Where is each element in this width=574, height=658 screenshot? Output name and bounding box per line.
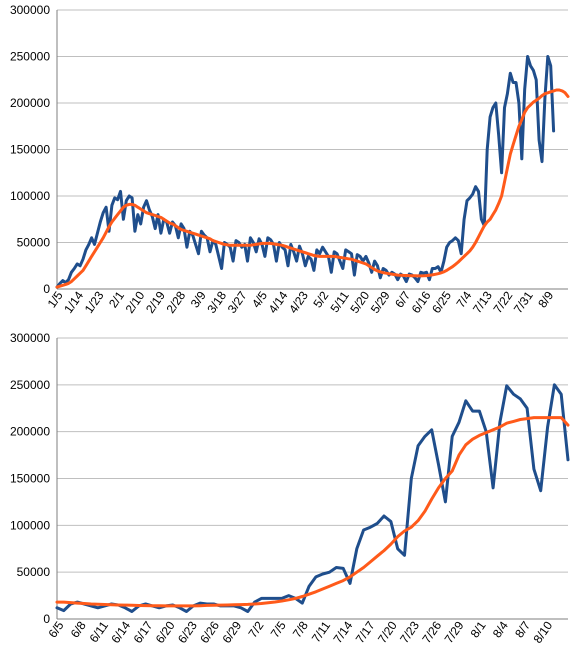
x-tick-label: 7/13 bbox=[470, 288, 495, 315]
x-tick-label: 6/26 bbox=[197, 618, 222, 645]
y-tick-label: 250000 bbox=[10, 50, 50, 64]
x-tick-label: 2/19 bbox=[143, 288, 168, 315]
x-tick-label: 1/23 bbox=[82, 288, 107, 315]
y-tick-label: 150000 bbox=[10, 143, 50, 157]
y-tick-label: 100000 bbox=[10, 189, 50, 203]
y-tick-label: 0 bbox=[43, 612, 50, 626]
x-tick-label: 1/14 bbox=[61, 288, 86, 315]
x-tick-label: 5/20 bbox=[347, 288, 372, 315]
x-tick-label: 6/17 bbox=[131, 618, 156, 645]
x-tick-label: 7/14 bbox=[331, 618, 356, 645]
x-tick-label: 5/11 bbox=[327, 288, 352, 315]
x-tick-label: 6/16 bbox=[409, 288, 434, 315]
x-tick-label: 6/23 bbox=[175, 618, 200, 645]
x-tick-label: 7/22 bbox=[490, 288, 515, 315]
top-chart: 0500001000001500002000002500003000001/51… bbox=[10, 3, 570, 316]
x-tick-label: 6/11 bbox=[87, 618, 112, 645]
x-tick-label: 4/14 bbox=[266, 288, 291, 315]
x-tick-label: 7/11 bbox=[309, 618, 334, 645]
y-tick-label: 200000 bbox=[10, 425, 50, 439]
y-tick-label: 0 bbox=[43, 282, 50, 296]
x-tick-label: 6/25 bbox=[429, 288, 454, 315]
x-tick-label: 2/28 bbox=[163, 288, 188, 315]
x-tick-label: 4/23 bbox=[286, 288, 311, 315]
y-tick-label: 50000 bbox=[17, 565, 51, 579]
x-tick-label: 8/9 bbox=[535, 288, 556, 310]
y-tick-label: 150000 bbox=[10, 472, 50, 486]
x-tick-label: 7/23 bbox=[397, 618, 422, 645]
y-tick-label: 250000 bbox=[10, 378, 50, 392]
x-tick-label: 6/29 bbox=[219, 618, 244, 645]
x-tick-label: 7/29 bbox=[442, 618, 467, 645]
x-tick-label: 7/26 bbox=[419, 618, 444, 645]
x-tick-label: 8/1 bbox=[468, 618, 489, 640]
x-tick-label: 6/14 bbox=[108, 618, 133, 645]
x-tick-label: 7/5 bbox=[268, 618, 289, 640]
average-series-line bbox=[55, 88, 570, 289]
daily-series-line bbox=[55, 55, 556, 289]
x-tick-label: 5/29 bbox=[368, 288, 393, 315]
x-tick-label: 7/31 bbox=[511, 288, 536, 315]
x-tick-label: 7/2 bbox=[245, 618, 266, 640]
x-tick-label: 2/10 bbox=[123, 288, 148, 315]
x-tick-label: 3/18 bbox=[204, 288, 229, 315]
y-tick-label: 300000 bbox=[10, 3, 50, 17]
x-tick-label: 7/20 bbox=[375, 618, 400, 645]
x-tick-label: 8/10 bbox=[530, 618, 555, 645]
x-tick-label: 7/17 bbox=[353, 618, 378, 645]
y-tick-label: 200000 bbox=[10, 96, 50, 110]
x-tick-label: 6/20 bbox=[153, 618, 178, 645]
y-tick-label: 100000 bbox=[10, 518, 50, 532]
daily-series-line bbox=[55, 383, 570, 613]
y-tick-label: 300000 bbox=[10, 331, 50, 345]
y-tick-label: 50000 bbox=[17, 236, 51, 250]
x-tick-label: 8/4 bbox=[490, 618, 511, 640]
x-tick-label: 3/27 bbox=[225, 288, 250, 315]
average-series-line bbox=[55, 416, 570, 608]
